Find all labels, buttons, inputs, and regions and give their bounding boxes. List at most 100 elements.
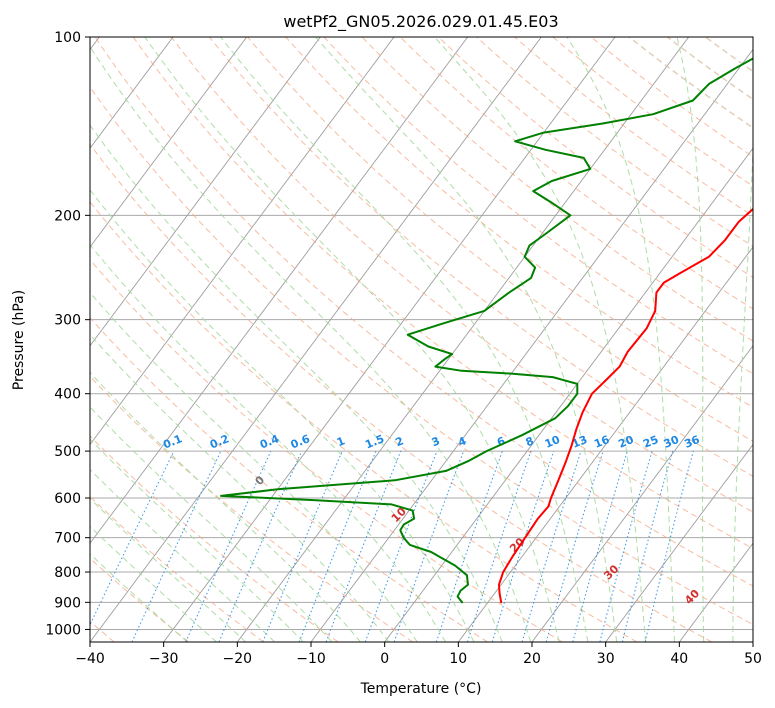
mixing-ratio-line — [599, 450, 653, 642]
dry-adiabat-line — [170, 37, 753, 513]
moist-adiabat-line — [90, 553, 188, 642]
dry-adiabat-line — [90, 258, 563, 642]
moist-adiabat-line — [90, 497, 247, 642]
dry-adiabat-line — [247, 37, 753, 442]
mixing-ratio-label: 1 — [335, 434, 347, 449]
mixing-ratio-label: 36 — [682, 433, 701, 451]
mixing-ratio-line — [262, 450, 343, 642]
mixing-ratio-label: 3 — [430, 434, 442, 449]
isotherm-line — [163, 37, 616, 642]
dry-adiabat-line — [90, 495, 264, 642]
x-tick-label: 10 — [449, 651, 467, 667]
isotherm-line — [310, 48, 753, 642]
chart-title: wetPf2_GN05.2026.029.01.45.E03 — [283, 12, 558, 32]
y-tick-label: 700 — [54, 531, 81, 547]
dry-adiabat-line — [476, 37, 753, 248]
dry-adiabat-line — [90, 375, 414, 642]
y-tick-label: 800 — [54, 565, 81, 581]
mixing-ratio-line — [90, 450, 175, 626]
dry-adiabat-line — [323, 37, 753, 375]
y-tick-label: 200 — [54, 208, 81, 224]
dry-adiabat-line — [90, 316, 488, 642]
axes: −40 −30 −20 −10 0 10 20 30 40 50 100 200 300 400 500 60… — [45, 30, 762, 667]
isotherm-line — [457, 246, 753, 642]
mixing-ratio-label: 25 — [641, 433, 660, 451]
isotherm-line — [90, 37, 248, 248]
mixing-ratio-line — [467, 450, 532, 642]
mixing-ratio-line — [572, 450, 628, 642]
dry-adiabat-line — [94, 37, 753, 587]
moist-adiabat-line — [90, 525, 217, 642]
x-tick-label: −20 — [223, 651, 253, 667]
isotherm-line — [90, 37, 395, 446]
dewpoint-profile-line — [220, 57, 753, 604]
mixing-ratio-line — [185, 450, 272, 642]
y-tick-label: 900 — [54, 595, 81, 611]
moist-adiabat-line — [90, 45, 532, 642]
y-tick-label: 300 — [54, 313, 81, 329]
moist-adiabat-line — [732, 138, 753, 642]
y-tick-label: 100 — [54, 30, 81, 46]
temperature-profile-line — [498, 207, 753, 604]
moist-adiabat-line — [90, 291, 418, 642]
x-tick-label: −40 — [75, 651, 105, 667]
x-tick-label: 30 — [597, 651, 615, 667]
isotherm-line — [605, 443, 753, 642]
mixing-ratio-line — [218, 450, 303, 642]
moist-adiabat-line — [90, 406, 333, 642]
moist-adiabat-line — [434, 37, 647, 642]
isotherm-line — [90, 37, 542, 642]
x-axis-title: Temperature (°C) — [360, 681, 482, 697]
mixing-ratio-line — [621, 450, 674, 642]
isotherm-line — [531, 345, 753, 642]
dry-adiabat-line — [90, 201, 638, 642]
isotherm-line — [90, 37, 174, 150]
isotherm-line — [236, 37, 690, 642]
mixing-ratio-label: 2 — [394, 434, 406, 449]
mixing-ratio-label: 20 — [617, 433, 636, 451]
dry-adiabat-line — [438, 37, 753, 278]
dry-adiabat-line — [285, 37, 753, 408]
y-tick-label: 500 — [54, 444, 81, 460]
dry-adiabat-line — [552, 37, 753, 187]
isotherm-line — [384, 147, 753, 642]
dry-adiabat-line — [590, 37, 753, 158]
mixing-ratio-line — [393, 450, 465, 642]
dry-adiabat-line — [132, 37, 753, 550]
x-tick-label: −10 — [296, 651, 326, 667]
isotherm-line — [90, 37, 469, 545]
moist-adiabat-line — [90, 124, 503, 642]
mixing-ratio-line — [545, 450, 604, 642]
moist-adiabat-line — [90, 438, 304, 642]
plot-frame — [89, 36, 754, 643]
moist-adiabat-line — [566, 37, 676, 642]
sounding-profiles — [220, 57, 753, 604]
moist-adiabat-line — [90, 333, 390, 642]
moist-adiabat-line — [144, 37, 560, 642]
moist-adiabat-line — [315, 37, 618, 642]
y-tick-label: 1000 — [45, 622, 81, 638]
y-tick-label: 400 — [54, 387, 81, 403]
moist-adiabat-line — [90, 468, 275, 642]
y-axis-title: Pressure (hPa) — [11, 290, 27, 390]
mixing-ratio-line — [644, 450, 694, 642]
x-tick-label: −30 — [149, 651, 179, 667]
mixing-ratio-line — [521, 450, 582, 642]
dry-adiabat-line — [90, 86, 753, 626]
mixing-ratio-line — [491, 450, 555, 642]
mixing-ratio-line — [131, 450, 222, 642]
mixing-ratio-label: 8 — [524, 434, 536, 449]
moist-adiabat-line — [676, 37, 705, 642]
x-tick-label: 0 — [380, 651, 389, 667]
moist-adiabat-line — [220, 37, 589, 642]
dry-adiabat-line — [514, 37, 753, 217]
x-tick-label: 50 — [744, 651, 762, 667]
mixing-ratio-line — [435, 450, 503, 642]
background-lines — [90, 37, 753, 642]
x-tick-label: 20 — [523, 651, 541, 667]
y-tick-label: 600 — [54, 491, 81, 507]
x-tick-label: 40 — [670, 651, 688, 667]
mixing-ratio-label: 30 — [662, 433, 681, 451]
